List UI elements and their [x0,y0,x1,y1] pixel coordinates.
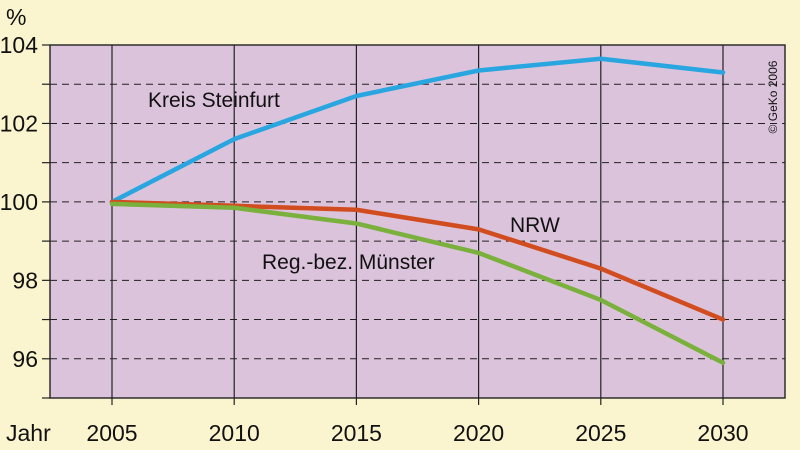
x-tick-label: 2015 [331,420,382,446]
x-tick-label: 2010 [209,420,260,446]
series-line-2 [109,201,726,365]
x-tick-label: 2005 [86,420,137,446]
x-tick-label: 2025 [575,420,626,446]
y-tick-label: 104 [0,32,38,58]
plot-border [49,44,786,399]
series-label-2: Reg.-bez. Münster [262,251,435,274]
series-line-0 [109,56,726,205]
x-tick-label: 2030 [697,420,748,446]
x-axis-label: Jahr [6,420,51,446]
y-tick-label: 98 [12,267,38,293]
y-tick-label: 96 [12,346,38,372]
series-label-1: NRW [510,214,560,237]
copyright-text: © GeKo 2006 [766,60,780,133]
x-tick-label: 2020 [453,420,504,446]
y-tick-label: 100 [0,189,38,215]
y-tick-label: 102 [0,110,38,136]
y-axis-label: % [6,4,26,30]
series-label-0: Kreis Steinfurt [148,89,280,112]
